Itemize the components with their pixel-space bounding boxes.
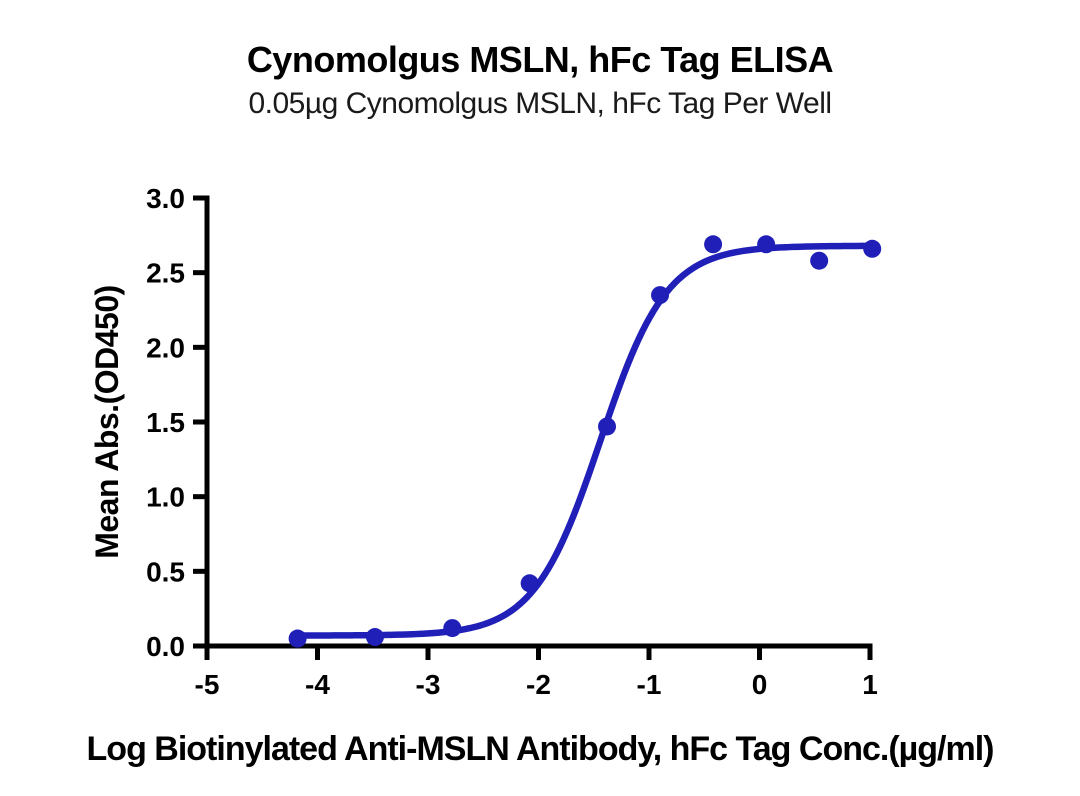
y-axis-title: Mean Abs.(OD450) (89, 285, 125, 559)
data-point (651, 286, 670, 305)
y-axis-ticks: 0.0 0.5 1.0 1.5 2.0 2.5 3.0 (146, 183, 207, 662)
fit-curve-layer (294, 242, 876, 639)
y-tick-label: 2.0 (146, 332, 185, 363)
data-point (443, 619, 462, 638)
y-tick-label: 1.0 (146, 482, 185, 513)
x-axis-ticks: -5 -4 -3 -2 -1 0 1 (195, 646, 878, 700)
y-tick-label: 0.5 (146, 556, 185, 587)
x-tick-label: -4 (305, 669, 330, 700)
y-tick-label: 0.0 (146, 631, 185, 662)
data-point-layer (288, 235, 882, 648)
y-tick-label: 1.5 (146, 407, 185, 438)
fit-curve (294, 242, 876, 639)
data-point (520, 574, 539, 593)
y-tick-label: 3.0 (146, 183, 185, 214)
x-tick-label: -1 (637, 669, 662, 700)
x-tick-label: 1 (862, 669, 878, 700)
data-point (863, 239, 882, 258)
y-tick-label: 2.5 (146, 258, 185, 289)
x-tick-label: -3 (416, 669, 441, 700)
data-point (704, 235, 723, 254)
data-point (757, 235, 776, 254)
x-tick-label: -2 (526, 669, 551, 700)
chart-subtitle: 0.05µg Cynomolgus MSLN, hFc Tag Per Well (248, 87, 831, 120)
data-point (598, 417, 617, 436)
data-point (810, 251, 829, 270)
chart-title: Cynomolgus MSLN, hFc Tag ELISA (247, 39, 834, 80)
data-point (365, 628, 384, 647)
x-tick-label: 0 (752, 669, 768, 700)
data-point (288, 629, 307, 648)
x-axis-title: Log Biotinylated Anti-MSLN Antibody, hFc… (87, 730, 994, 768)
x-tick-label: -5 (195, 669, 220, 700)
